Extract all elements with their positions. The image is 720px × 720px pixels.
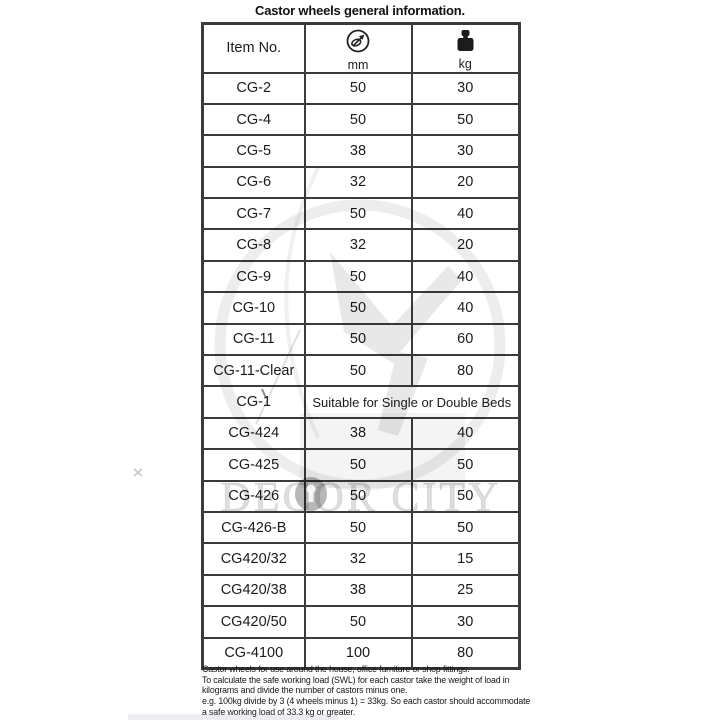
item-no-cell: CG-5 bbox=[201, 134, 306, 168]
item-no-cell: CG420/50 bbox=[201, 605, 306, 639]
column-header-load: kg bbox=[410, 22, 521, 74]
diameter-mm-cell: 38 bbox=[303, 416, 413, 451]
weight-icon bbox=[455, 29, 476, 57]
table-row: CG-426 50 50 bbox=[201, 479, 521, 513]
table-row: CG-7 50 40 bbox=[201, 197, 521, 231]
item-no-cell: CG-11-Clear bbox=[201, 354, 306, 388]
table-row: CG-4 50 50 bbox=[201, 102, 521, 137]
item-no-cell: CG-426 bbox=[201, 479, 306, 513]
load-kg-cell: 60 bbox=[410, 322, 521, 357]
item-no-cell: CG-11 bbox=[201, 322, 306, 357]
table-row: CG-426-B 50 50 bbox=[201, 510, 521, 545]
load-kg-cell: 50 bbox=[410, 102, 521, 137]
footer-note-line: kilograms and divide the number of casto… bbox=[202, 685, 408, 696]
diameter-mm-cell: 50 bbox=[303, 291, 413, 325]
diameter-mm-cell: 50 bbox=[303, 322, 413, 357]
diameter-mm-cell: 50 bbox=[303, 71, 413, 105]
load-kg-cell: 50 bbox=[410, 510, 521, 545]
item-no-cell: CG-7 bbox=[201, 197, 306, 231]
item-no-cell: CG-9 bbox=[201, 259, 306, 294]
table-row: CG-11 50 60 bbox=[201, 322, 521, 357]
load-kg-cell: 40 bbox=[410, 416, 521, 451]
table-header: Item No. mm bbox=[201, 22, 521, 74]
diameter-mm-cell: 32 bbox=[303, 165, 413, 200]
table-row: CG-6 32 20 bbox=[201, 165, 521, 200]
item-no-label: Item No. bbox=[226, 40, 282, 57]
item-no-cell: CG-426-B bbox=[201, 510, 306, 545]
diameter-mm-cell: 38 bbox=[303, 134, 413, 168]
load-kg-cell: 20 bbox=[410, 228, 521, 262]
castor-wheels-table: Item No. mm bbox=[201, 22, 521, 671]
table-row: CG-4100 100 80 bbox=[201, 636, 521, 670]
item-no-cell: CG-10 bbox=[201, 291, 306, 325]
item-no-cell: CG-8 bbox=[201, 228, 306, 262]
table-row: CG-11-Clear 50 80 bbox=[201, 354, 521, 388]
load-kg-cell: 80 bbox=[410, 636, 521, 670]
footer-note-line: Castor wheels for use around the house, … bbox=[202, 664, 470, 674]
item-no-cell: CG420/38 bbox=[201, 573, 306, 608]
item-no-cell: CG-2 bbox=[201, 71, 306, 105]
load-kg-cell: 50 bbox=[410, 479, 521, 513]
diameter-mm-cell: 50 bbox=[303, 605, 413, 639]
table-row: CG-425 50 50 bbox=[201, 448, 521, 482]
diameter-mm-cell: 32 bbox=[303, 542, 413, 576]
diameter-mm-cell: 50 bbox=[303, 479, 413, 513]
table-row: CG-9 50 40 bbox=[201, 259, 521, 294]
table-row: CG-10 50 40 bbox=[201, 291, 521, 325]
column-header-item-no: Item No. bbox=[201, 22, 306, 74]
header-row: Item No. mm bbox=[201, 22, 521, 74]
item-no-cell: CG-425 bbox=[201, 448, 306, 482]
diameter-mm-cell: 50 bbox=[303, 102, 413, 137]
diameter-mm-cell: 50 bbox=[303, 448, 413, 482]
diameter-mm-cell: 50 bbox=[303, 197, 413, 231]
load-kg-cell: 40 bbox=[410, 259, 521, 294]
diameter-unit-label: mm bbox=[347, 58, 369, 72]
table-body: CG-2 50 30 CG-4 50 50 CG-5 38 30 CG-6 bbox=[201, 71, 521, 670]
item-no-cell: CG-6 bbox=[201, 165, 306, 200]
load-unit-label: kg bbox=[458, 57, 472, 71]
table-row: CG420/38 38 25 bbox=[201, 573, 521, 608]
diameter-mm-cell: 32 bbox=[303, 228, 413, 262]
table-row: CG-1 Suitable for Single or Double Beds bbox=[201, 385, 521, 419]
item-no-cell: CG-4 bbox=[201, 102, 306, 137]
diameter-mm-cell: 50 bbox=[303, 354, 413, 388]
load-kg-cell: 40 bbox=[410, 291, 521, 325]
table-row: CG-8 32 20 bbox=[201, 228, 521, 262]
table-row: CG420/50 50 30 bbox=[201, 605, 521, 639]
item-no-cell: CG420/32 bbox=[201, 542, 306, 576]
footer-note-line: e.g. 100kg divide by 3 (4 wheels minus 1… bbox=[202, 696, 531, 707]
footer-note-line: a safe working load of 33.3 kg or greate… bbox=[202, 706, 356, 717]
load-kg-cell: 80 bbox=[410, 354, 521, 388]
column-header-diameter: mm bbox=[303, 22, 413, 74]
item-no-cell: CG-4100 bbox=[201, 636, 306, 670]
load-kg-cell: 50 bbox=[410, 448, 521, 482]
load-kg-cell: 20 bbox=[410, 165, 521, 200]
table-row: CG-5 38 30 bbox=[201, 134, 521, 168]
item-no-cell: CG-1 bbox=[201, 385, 306, 419]
table-row: CG420/32 32 15 bbox=[201, 542, 521, 576]
footer-notes: Castor wheels for use around the house, … bbox=[202, 664, 552, 718]
load-kg-cell: 40 bbox=[410, 197, 521, 231]
suitability-note-cell: Suitable for Single or Double Beds bbox=[303, 385, 521, 419]
item-no-cell: CG-424 bbox=[201, 416, 306, 451]
diameter-mm-cell: 50 bbox=[303, 259, 413, 294]
diameter-mm-cell: 50 bbox=[303, 510, 413, 545]
load-kg-cell: 25 bbox=[410, 573, 521, 608]
load-kg-cell: 30 bbox=[410, 134, 521, 168]
load-kg-cell: 30 bbox=[410, 71, 521, 105]
table-row: CG-424 38 40 bbox=[201, 416, 521, 451]
wheel-diameter-icon bbox=[345, 28, 371, 58]
load-kg-cell: 30 bbox=[410, 605, 521, 639]
diameter-mm-cell: 100 bbox=[303, 636, 413, 670]
footer-note-line: To calculate the safe working load (SWL)… bbox=[202, 674, 510, 685]
load-kg-cell: 15 bbox=[410, 542, 521, 576]
table-row: CG-2 50 30 bbox=[201, 71, 521, 105]
page-title: Castor wheels general information. bbox=[255, 3, 465, 18]
diameter-mm-cell: 38 bbox=[303, 573, 413, 608]
